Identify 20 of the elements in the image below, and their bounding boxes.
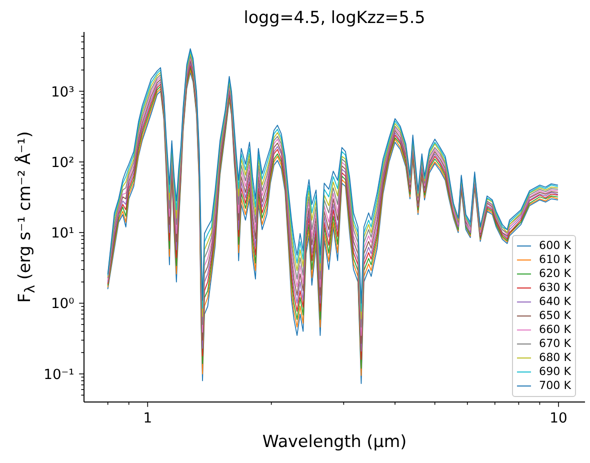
legend-label: 660 K (539, 323, 571, 337)
legend-label: 690 K (539, 365, 571, 379)
y-tick-label: 10⁻¹ (44, 366, 74, 383)
chart-title: logg=4.5, logKzz=5.5 (242, 7, 426, 27)
y-tick-label: 10² (50, 154, 74, 171)
y-tick-label: 10³ (50, 84, 74, 100)
y-tick-label: 10¹ (50, 226, 74, 242)
legend-label: 650 K (539, 309, 571, 323)
legend-label: 700 K (539, 379, 571, 393)
x-tick-label: 1 (143, 410, 152, 426)
legend-label: 600 K (539, 239, 571, 253)
y-tick-label: 10⁰ (50, 296, 75, 312)
legend-label: 610 K (539, 253, 571, 267)
legend-label: 680 K (539, 351, 571, 365)
x-tick-label: 10 (550, 410, 568, 426)
legend-label: 640 K (539, 295, 571, 309)
x-axis-title: Wavelength (μm) (261, 431, 408, 451)
legend-label: 670 K (539, 337, 571, 351)
legend-label: 630 K (539, 281, 571, 295)
legend-label: 620 K (539, 267, 571, 281)
